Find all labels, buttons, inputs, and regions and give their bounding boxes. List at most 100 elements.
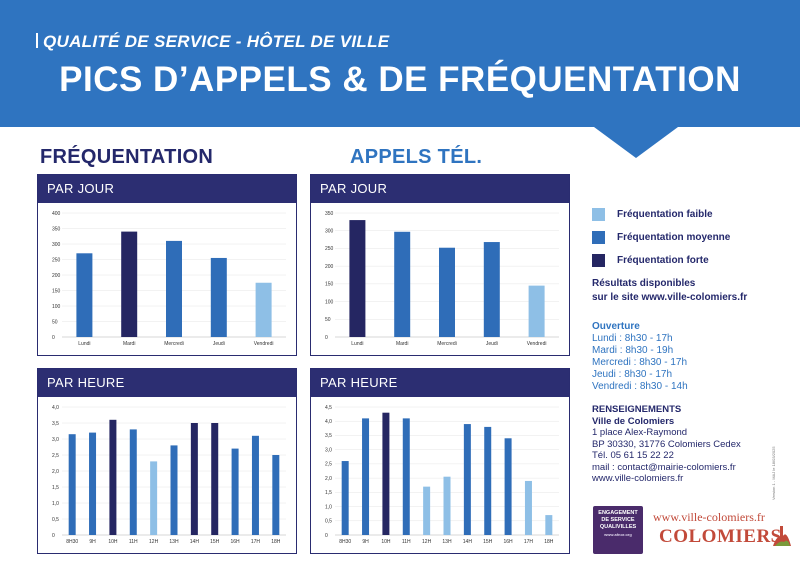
x-tick-label: 17H [524, 539, 534, 545]
y-tick-label: 4,5 [325, 405, 332, 411]
contact-website: www.ville-colomiers.fr [592, 473, 684, 484]
badge-line: QUALIVILLES [599, 524, 637, 530]
y-tick-label: 250 [52, 257, 61, 263]
x-tick-label: 11H [402, 539, 411, 545]
colomiers-logo: www.ville-colomiers.fr COLOMIERS [653, 506, 793, 554]
y-tick-label: 50 [52, 319, 58, 325]
contact-mail: mail : contact@mairie-colomiers.fr [592, 461, 736, 473]
x-tick-label: 16H [230, 539, 240, 545]
contact-info: RENSEIGNEMENTS Ville de Colomiers 1 plac… [592, 404, 741, 485]
y-tick-label: 200 [52, 273, 61, 279]
x-tick-label: 16H [503, 539, 513, 545]
y-tick-label: 3,5 [325, 433, 332, 439]
bar [439, 247, 455, 337]
bar [272, 455, 280, 535]
results-line-2: sur le site www.ville-colomiers.fr [592, 292, 748, 303]
opening-hours-line: Vendredi : 8h30 - 14h [592, 381, 688, 392]
bar [150, 461, 158, 535]
contact-address-1: 1 place Alex-Raymond [592, 427, 688, 438]
legend: Fréquentation faible Fréquentation moyen… [592, 203, 730, 272]
y-tick-label: 4,0 [325, 419, 332, 425]
x-tick-label: Jeudi [486, 341, 498, 347]
chart-frequentation-par-jour: 0 50 100 150 200 250 300 350 400 Lundi Mardi Mercre… [52, 211, 286, 347]
y-tick-label: 100 [325, 299, 334, 305]
x-tick-label: 17H [251, 539, 261, 545]
bar [255, 282, 272, 337]
contact-phone: Tél. 05 61 15 22 22 [592, 450, 674, 461]
opening-hours: Ouverture Lundi : 8h30 - 17h Mardi : 8h3… [592, 321, 688, 393]
x-tick-label: Lundi [351, 341, 363, 347]
x-tick-label: Mardi [396, 341, 409, 347]
panel-title: PAR HEURE [38, 369, 296, 397]
x-tick-label: 15H [210, 539, 220, 545]
panel-title: PAR JOUR [38, 175, 296, 203]
y-tick-label: 2,0 [52, 469, 59, 475]
x-tick-label: 9H [362, 539, 369, 545]
y-tick-label: 200 [325, 264, 334, 270]
y-tick-label: 100 [52, 304, 61, 310]
bar [89, 432, 97, 535]
legend-label: Fréquentation moyenne [617, 232, 731, 243]
bar [402, 418, 410, 535]
version-note: Version 1 - MAJ le 18/03/2025 [771, 446, 776, 500]
y-tick-label: 2,5 [52, 453, 59, 459]
x-tick-label: 9H [89, 539, 96, 545]
qualivilles-badge: ENGAGEMENT DE SERVICE QUALIVILLES www.af… [593, 506, 643, 554]
bar [211, 423, 219, 535]
logo-url: www.ville-colomiers.fr [653, 510, 765, 524]
bar [528, 285, 545, 337]
bar [170, 445, 178, 535]
panel-appels-par-jour: PAR JOUR 0 50 100 150 200 250 300 350 Lundi Mardi… [310, 174, 570, 356]
panel-frequentation-par-heure: PAR HEURE 0 0,5 1,0 1,5 2,0 2,5 3,0 3,5 4,0 8H30 9… [37, 368, 297, 554]
y-tick-label: 3,0 [325, 447, 332, 453]
x-tick-label: 13H [169, 539, 179, 545]
bar [251, 435, 259, 535]
panel-title: PAR HEURE [311, 369, 569, 397]
bar [129, 429, 137, 535]
x-tick-label: Mardi [123, 341, 136, 347]
results-note: Résultats disponibles sur le site www.vi… [592, 277, 747, 305]
x-tick-label: 8H30 [66, 539, 78, 545]
chart-appels-par-jour: 0 50 100 150 200 250 300 350 Lundi Mardi Mercredi J… [325, 211, 559, 347]
legend-item-faible: Fréquentation faible [592, 203, 730, 226]
bar [483, 242, 500, 337]
bar [545, 515, 553, 535]
y-tick-label: 350 [325, 211, 334, 217]
bar [362, 418, 370, 535]
x-tick-label: 8H30 [339, 539, 351, 545]
opening-hours-line: Lundi : 8h30 - 17h [592, 333, 673, 344]
legend-swatch [592, 254, 605, 267]
y-tick-label: 50 [325, 317, 331, 323]
contact-heading: RENSEIGNEMENTS [592, 404, 682, 415]
y-tick-label: 1,5 [325, 490, 332, 496]
bar [463, 424, 471, 535]
contact-address-2: BP 30330, 31776 Colomiers Cedex [592, 438, 741, 450]
bar [504, 438, 512, 535]
x-tick-label: 18H [271, 539, 281, 545]
bar [190, 423, 198, 535]
bar [341, 461, 349, 535]
bar [121, 231, 138, 337]
legend-swatch [592, 208, 605, 221]
x-tick-label: 11H [129, 539, 138, 545]
y-tick-label: 350 [52, 226, 61, 232]
y-tick-label: 3,5 [52, 421, 59, 427]
x-tick-label: 14H [463, 539, 473, 545]
badge-sub: www.afnor.org [604, 532, 632, 537]
bar [166, 240, 182, 337]
header-banner [0, 0, 800, 158]
logo-emblem-icon [773, 526, 791, 546]
legend-item-forte: Fréquentation forte [592, 249, 730, 272]
y-tick-label: 3,0 [52, 437, 59, 443]
opening-hours-line: Jeudi : 8h30 - 17h [592, 369, 673, 380]
bar [382, 412, 390, 535]
bar [76, 253, 93, 337]
legend-label: Fréquentation faible [617, 209, 713, 220]
y-tick-label: 150 [325, 282, 334, 288]
chart-frequentation-par-heure: 0 0,5 1,0 1,5 2,0 2,5 3,0 3,5 4,0 8H30 9H 10H 11H 12H… [52, 405, 286, 545]
x-tick-label: Jeudi [213, 341, 225, 347]
x-tick-label: 10H [381, 539, 391, 545]
x-tick-label: 15H [483, 539, 493, 545]
x-tick-label: Mercredi [437, 341, 456, 347]
x-tick-label: 12H [422, 539, 432, 545]
